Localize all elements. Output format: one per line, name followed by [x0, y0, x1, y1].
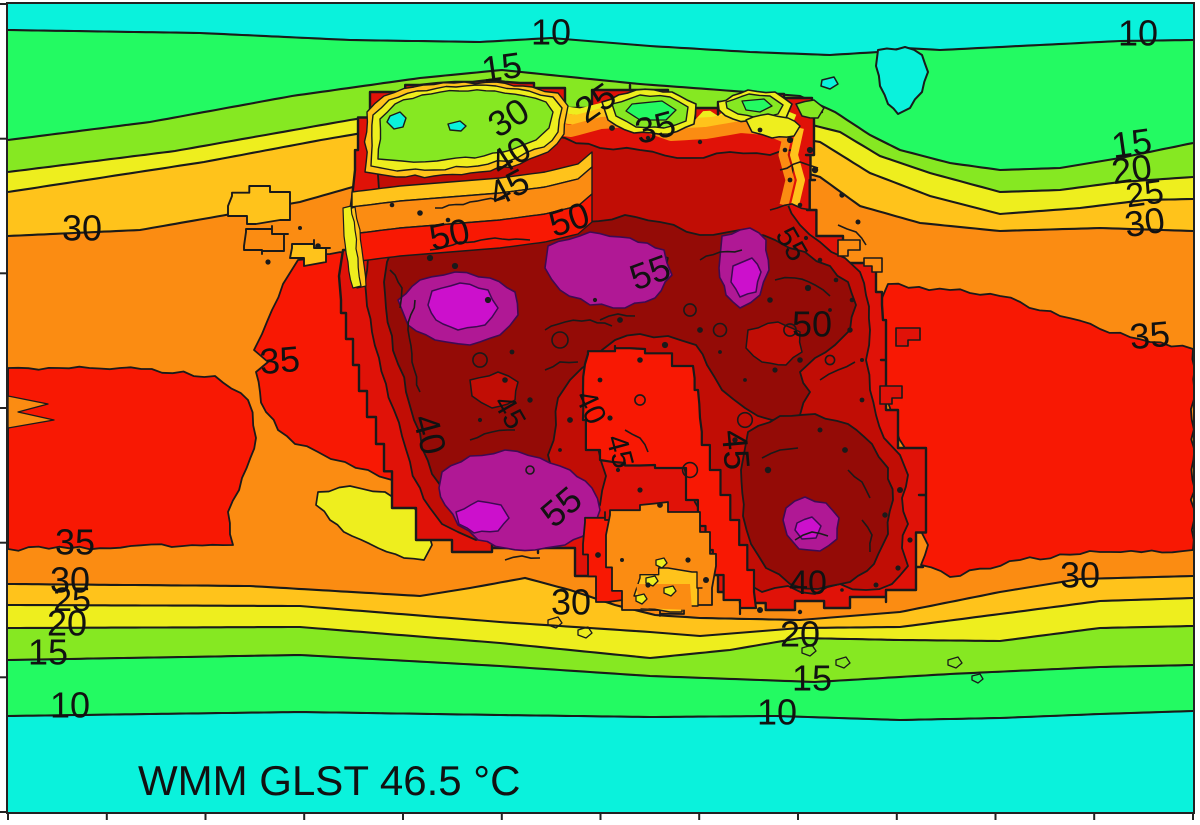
svg-text:30: 30 [1122, 199, 1167, 245]
svg-text:15: 15 [479, 44, 524, 90]
svg-text:30: 30 [62, 208, 102, 249]
svg-text:10: 10 [757, 692, 797, 733]
svg-text:15: 15 [28, 632, 68, 673]
svg-text:10: 10 [50, 685, 90, 726]
svg-text:WMM GLST 46.5 °C: WMM GLST 46.5 °C [138, 757, 520, 804]
svg-text:50: 50 [426, 210, 474, 258]
svg-text:30: 30 [1060, 555, 1100, 596]
svg-text:30: 30 [50, 560, 90, 601]
svg-text:15: 15 [792, 658, 832, 699]
svg-text:35: 35 [258, 338, 301, 382]
svg-text:35: 35 [1128, 313, 1171, 357]
svg-text:40: 40 [789, 564, 827, 602]
svg-text:15: 15 [1109, 120, 1154, 166]
svg-text:10: 10 [531, 12, 571, 53]
svg-text:50: 50 [792, 304, 832, 345]
svg-text:20: 20 [780, 614, 820, 655]
svg-text:20: 20 [1109, 146, 1154, 192]
svg-text:25: 25 [53, 581, 91, 619]
svg-text:10: 10 [1118, 13, 1158, 54]
svg-text:45: 45 [714, 428, 758, 471]
svg-text:20: 20 [47, 603, 87, 644]
svg-text:35: 35 [55, 522, 95, 563]
svg-text:30: 30 [551, 582, 591, 623]
svg-text:25: 25 [1123, 173, 1166, 216]
